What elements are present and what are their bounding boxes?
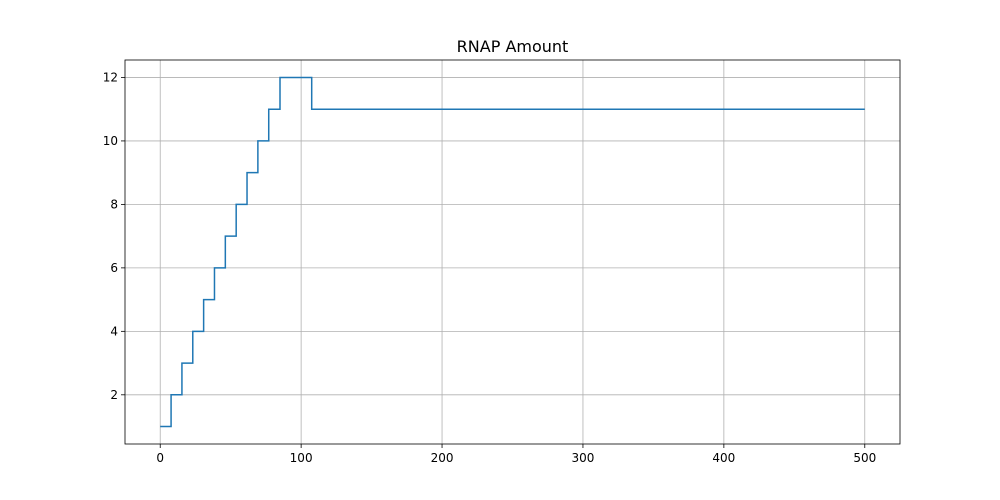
y-tick-label: 2 bbox=[110, 388, 118, 402]
x-tick-label: 300 bbox=[572, 451, 595, 465]
x-tick-label: 100 bbox=[290, 451, 313, 465]
ticks: 0 100 200 300 400 500 2 4 6 8 10 12 bbox=[103, 70, 877, 465]
x-tick-label: 200 bbox=[431, 451, 454, 465]
x-tick-label: 500 bbox=[853, 451, 876, 465]
x-tick-label: 400 bbox=[712, 451, 735, 465]
grid bbox=[125, 60, 900, 444]
y-tick-label: 4 bbox=[110, 324, 118, 338]
y-tick-label: 8 bbox=[110, 197, 118, 211]
x-tick-label: 0 bbox=[156, 451, 164, 465]
series-layer bbox=[160, 76, 865, 428]
y-tick-label: 6 bbox=[110, 261, 118, 275]
chart-title: RNAP Amount bbox=[457, 37, 569, 56]
y-tick-label: 12 bbox=[103, 70, 118, 84]
y-tick-label: 10 bbox=[103, 134, 118, 148]
series-line bbox=[160, 76, 865, 428]
axes-frame bbox=[124, 59, 901, 445]
